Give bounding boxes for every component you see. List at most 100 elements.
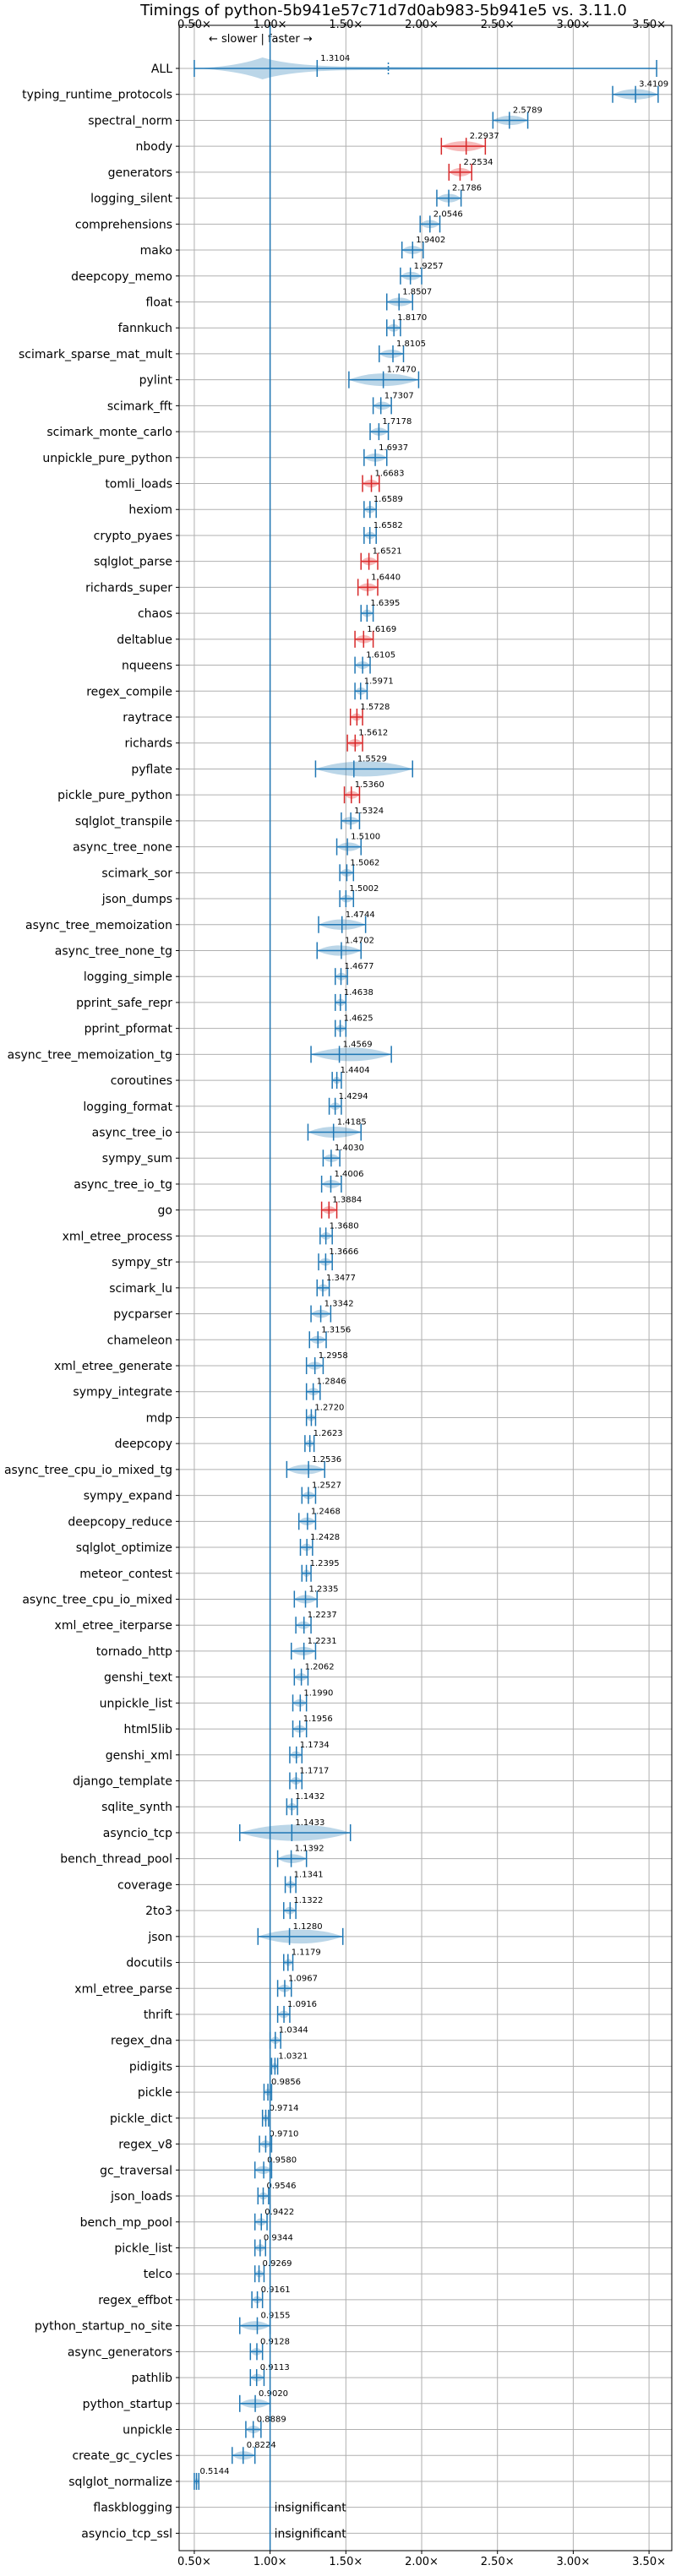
benchmark-name: python_startup [83,2398,172,2411]
benchmark-row: pickle_pure_python 1.5360 [57,780,672,804]
benchmark-row: async_tree_none_tg 1.4702 [55,936,672,959]
insignificant-label: insignificant [275,2502,347,2515]
benchmark-name: scimark_monte_carlo [46,426,172,439]
benchmark-row: sympy_integrate 1.2846 [73,1378,672,1400]
benchmark-name: generators [108,166,172,180]
value-label: 1.1433 [295,1818,324,1828]
value-label: 0.9269 [263,2259,292,2269]
benchmark-row: async_tree_memoization_tg 1.4569 [8,1040,672,1063]
benchmark-name: thrift [144,2008,173,2022]
value-label: 0.8224 [247,2441,276,2450]
value-label: 1.6169 [367,625,396,634]
benchmark-row: unpickle_pure_python 1.6937 [42,443,672,466]
benchmark-row: pycparser 1.3342 [113,1300,672,1323]
benchmark-row: genshi_text 1.2062 [104,1663,672,1686]
benchmark-row: unpickle_list 1.1990 [100,1688,672,1712]
x-tick-label: 3.00× [556,2556,590,2568]
benchmark-row: sqlglot_parse 1.6521 [94,547,672,570]
x-tick-label: 2.00× [405,2556,439,2568]
benchmark-row: richards 1.5612 [125,729,672,752]
benchmark-row: json_dumps 1.5002 [101,884,672,908]
value-label: 1.4677 [345,962,374,971]
benchmark-name: telco [144,2268,172,2281]
benchmark-row: mdp 1.2720 [146,1403,672,1427]
value-label: 1.3342 [324,1300,354,1309]
benchmark-row: async_tree_io_tg 1.4006 [74,1170,672,1193]
value-label: 1.9257 [414,262,444,271]
benchmark-row: async_tree_io 1.4185 [92,1118,672,1141]
benchmark-name: regex_compile [86,685,172,698]
benchmark-name: asyncio_tcp_ssl [81,2527,172,2541]
benchmark-row: tornado_http 1.2231 [96,1637,672,1660]
benchmark-name: mdp [146,1411,173,1425]
benchmark-row: crypto_pyaes 1.6582 [94,521,672,544]
benchmark-row: async_tree_cpu_io_mixed_tg 1.2536 [4,1455,672,1478]
benchmark-row: coverage 1.1341 [117,1870,672,1894]
benchmark-name: sqlglot_normalize [68,2475,172,2489]
benchmark-name: async_tree_io [92,1127,172,1140]
benchmark-name: deltablue [117,633,172,647]
benchmark-name: meteor_contest [79,1568,172,1581]
benchmark-row: logging_simple 1.4677 [84,962,672,986]
benchmark-name: xml_etree_iterparse [55,1619,172,1633]
benchmark-name: float [146,296,173,309]
value-label: 0.9580 [267,2155,297,2165]
benchmark-row: async_tree_memoization 1.4744 [25,910,672,933]
benchmark-name: async_tree_cpu_io_mixed [22,1593,172,1606]
benchmark-name: pickle_dict [110,2112,173,2126]
benchmark-row: hexiom 1.6589 [128,495,672,519]
benchmark-name: deepcopy [115,1437,172,1451]
benchmark-row: pickle_dict 0.9714 [110,2104,672,2127]
benchmark-row: json_loads 0.9546 [110,2182,672,2205]
benchmark-name: logging_simple [84,970,172,984]
value-label: 1.4404 [341,1066,370,1075]
value-label: 1.3666 [329,1247,358,1257]
benchmark-row: xml_etree_process 1.3680 [63,1221,672,1245]
benchmark-name: json_loads [110,2190,172,2204]
value-label: 1.2958 [319,1351,348,1361]
value-label: 1.6105 [366,651,395,660]
benchmark-row: chaos 1.6395 [138,599,672,622]
benchmark-name: sqlglot_transpile [75,815,172,829]
benchmark-row: pidigits 1.0321 [129,2052,672,2075]
value-label: 0.9113 [260,2363,290,2372]
benchmark-name: logging_format [83,1101,172,1114]
benchmark-row: sqlglot_transpile 1.5324 [75,807,672,829]
benchmark-row: sympy_expand 1.2527 [84,1481,672,1504]
x-tick-label: 1.50× [329,2556,363,2568]
value-label: 1.4744 [346,910,375,920]
benchmark-row: async_generators 0.9128 [68,2337,672,2361]
benchmark-name: pidigits [129,2060,172,2073]
benchmark-row: gc_traversal 0.9580 [100,2155,672,2179]
benchmark-row: sympy_sum 1.4030 [102,1144,672,1167]
benchmark-row: scimark_monte_carlo 1.7178 [46,417,672,441]
benchmark-row: scimark_lu 1.3477 [109,1274,672,1296]
benchmark-row: ALL 1.3104 [151,54,672,79]
benchmark-name: scimark_sor [101,867,172,880]
benchmark-row: asyncio_tcp 1.1433 [103,1818,672,1841]
benchmark-row: 2to3 1.1322 [145,1896,672,1920]
benchmark-name: chameleon [107,1334,172,1347]
value-label: 1.2395 [310,1559,340,1568]
benchmark-row: logging_format 1.4294 [83,1092,672,1115]
benchmark-name: typing_runtime_protocols [22,89,172,102]
benchmark-row: docutils 1.1179 [126,1948,672,1971]
value-label: 1.5612 [358,729,388,738]
value-label: 0.9155 [260,2312,290,2321]
benchmark-row: flaskblogging insignificant [93,2502,672,2515]
value-label: 1.8170 [397,313,427,323]
value-label: 0.9344 [264,2233,293,2242]
benchmark-name: pprint_pformat [84,1023,173,1036]
value-label: 1.4569 [343,1040,373,1049]
value-label: 1.5529 [357,754,387,764]
value-label: 1.2536 [312,1455,341,1465]
benchmark-name: regex_dna [111,2035,172,2048]
value-label: 1.8507 [402,287,432,296]
benchmark-name: chaos [138,607,172,621]
value-label: 2.1786 [452,184,482,193]
benchmark-row: regex_dna 1.0344 [111,2026,672,2049]
benchmark-name: go [158,1204,172,1218]
value-label: 1.6582 [373,521,403,530]
value-label: 1.4625 [344,1014,373,1024]
benchmark-row: async_tree_cpu_io_mixed 1.2335 [22,1584,672,1608]
